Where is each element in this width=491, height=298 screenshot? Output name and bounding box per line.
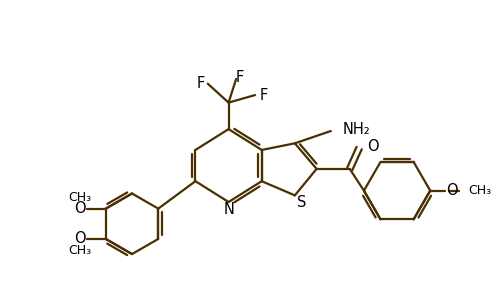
Text: F: F: [236, 69, 244, 85]
Text: F: F: [197, 76, 205, 91]
Text: CH₃: CH₃: [468, 184, 491, 197]
Text: CH₃: CH₃: [69, 244, 92, 257]
Text: S: S: [297, 195, 306, 210]
Text: CH₃: CH₃: [69, 191, 92, 204]
Text: O: O: [75, 201, 86, 216]
Text: N: N: [223, 202, 234, 217]
Text: NH₂: NH₂: [343, 122, 371, 136]
Text: O: O: [367, 139, 379, 154]
Text: F: F: [259, 88, 268, 103]
Text: O: O: [75, 232, 86, 246]
Text: O: O: [446, 183, 458, 198]
